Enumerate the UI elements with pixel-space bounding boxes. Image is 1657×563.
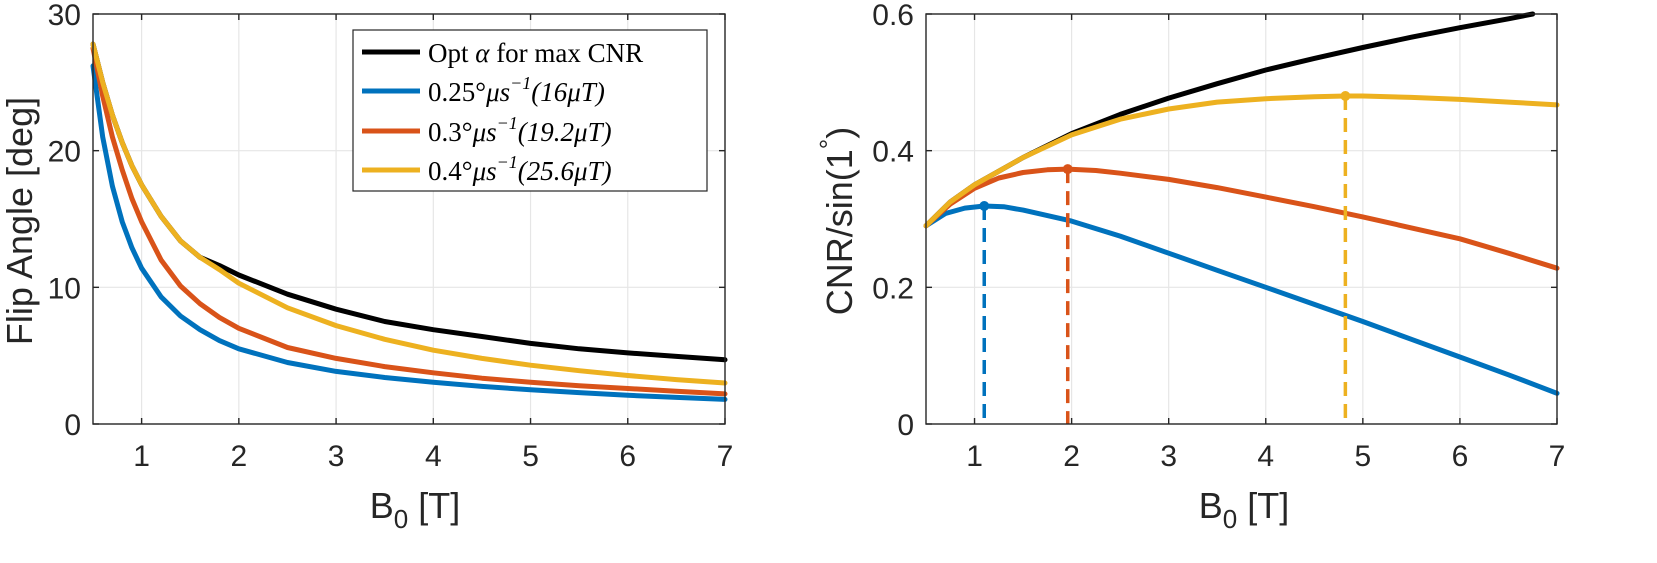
legend-entry-opt: Opt α for max CNR — [362, 38, 643, 68]
legend: Opt α for max CNR 0.25°μs−1(16μT) 0.3°μs… — [352, 29, 708, 192]
flip-angle-y-tick-label: 20 — [48, 136, 81, 169]
legend-entry-s04: 0.4°μs−1(25.6μT) — [362, 152, 612, 186]
cnr-y-axis-label: CNR/sin(1°) — [814, 127, 860, 315]
legend-entry-s03: 0.3°μs−1(19.2μT) — [362, 113, 612, 147]
flip-angle-y-ticks: 0 10 20 30 — [48, 0, 725, 442]
cnr-x-tick-label: 6 — [1452, 440, 1469, 473]
legend-label-opt: Opt α for max CNR — [428, 38, 643, 68]
flip-angle-lines — [90, 41, 728, 402]
cnr-x-tick-label: 1 — [966, 440, 983, 473]
cnr-x-tick-label: 7 — [1549, 440, 1566, 473]
flip-angle-y-axis-label: Flip Angle [deg] — [0, 97, 40, 345]
legend-label-s025: 0.25°μs−1(16μT) — [428, 73, 605, 107]
flip-angle-series-s025 — [90, 63, 728, 402]
cnr-series-s04 — [923, 93, 1560, 229]
cnr-series-s025 — [923, 203, 1560, 396]
flip-angle-x-tick-label: 5 — [522, 440, 539, 473]
cnr-y-tick-label: 0.4 — [872, 136, 914, 169]
flip-angle-y-tick-label: 30 — [48, 0, 81, 32]
peak-marker-s03 — [1062, 164, 1073, 175]
legend-label-s03: 0.3°μs−1(19.2μT) — [428, 113, 612, 147]
cnr-peak-markers — [979, 91, 1351, 424]
cnr-y-ticks: 0 0.2 0.4 0.6 — [872, 0, 1557, 442]
cnr-x-tick-label: 4 — [1257, 440, 1274, 473]
cnr-y-tick-label: 0.6 — [872, 0, 914, 32]
cnr-series-s03 — [923, 166, 1560, 271]
cnr-axes-box — [925, 13, 1558, 425]
flip-angle-x-tick-label: 1 — [133, 440, 150, 473]
flip-angle-y-tick-label: 0 — [64, 409, 81, 442]
flip-angle-series-s04 — [90, 41, 728, 386]
flip-angle-x-tick-label: 7 — [717, 440, 734, 473]
cnr-x-tick-label: 3 — [1160, 440, 1177, 473]
cnr-lines — [923, 11, 1560, 396]
cnr-chart: 1 2 3 4 5 6 7 0 0.2 0.4 0.6 B0 [T] CNR/sin(1°) — [814, 0, 1565, 534]
flip-angle-x-tick-label: 6 — [619, 440, 636, 473]
legend-box — [352, 29, 708, 192]
flip-angle-x-tick-label: 4 — [425, 440, 442, 473]
cnr-x-tick-label: 2 — [1063, 440, 1080, 473]
cnr-series-opt — [923, 11, 1536, 229]
flip-angle-x-tick-label: 2 — [231, 440, 248, 473]
legend-label-s04: 0.4°μs−1(25.6μT) — [428, 152, 612, 186]
cnr-y-tick-label: 0 — [897, 409, 914, 442]
cnr-y-tick-label: 0.2 — [872, 272, 914, 305]
cnr-x-ticks: 1 2 3 4 5 6 7 — [966, 14, 1565, 473]
legend-entry-s025: 0.25°μs−1(16μT) — [362, 73, 605, 107]
flip-angle-series-s03 — [90, 45, 728, 397]
flip-angle-x-axis-label: B0 [T] — [370, 485, 460, 534]
peak-marker-s025 — [979, 201, 990, 212]
flip-angle-x-tick-label: 3 — [328, 440, 345, 473]
cnr-x-axis-label: B0 [T] — [1199, 485, 1289, 534]
flip-angle-axes-box — [92, 13, 726, 425]
flip-angle-y-tick-label: 10 — [48, 272, 81, 305]
flip-angle-x-ticks: 1 2 3 4 5 6 7 — [133, 14, 733, 473]
cnr-x-tick-label: 5 — [1355, 440, 1372, 473]
peak-marker-s04 — [1340, 91, 1351, 101]
